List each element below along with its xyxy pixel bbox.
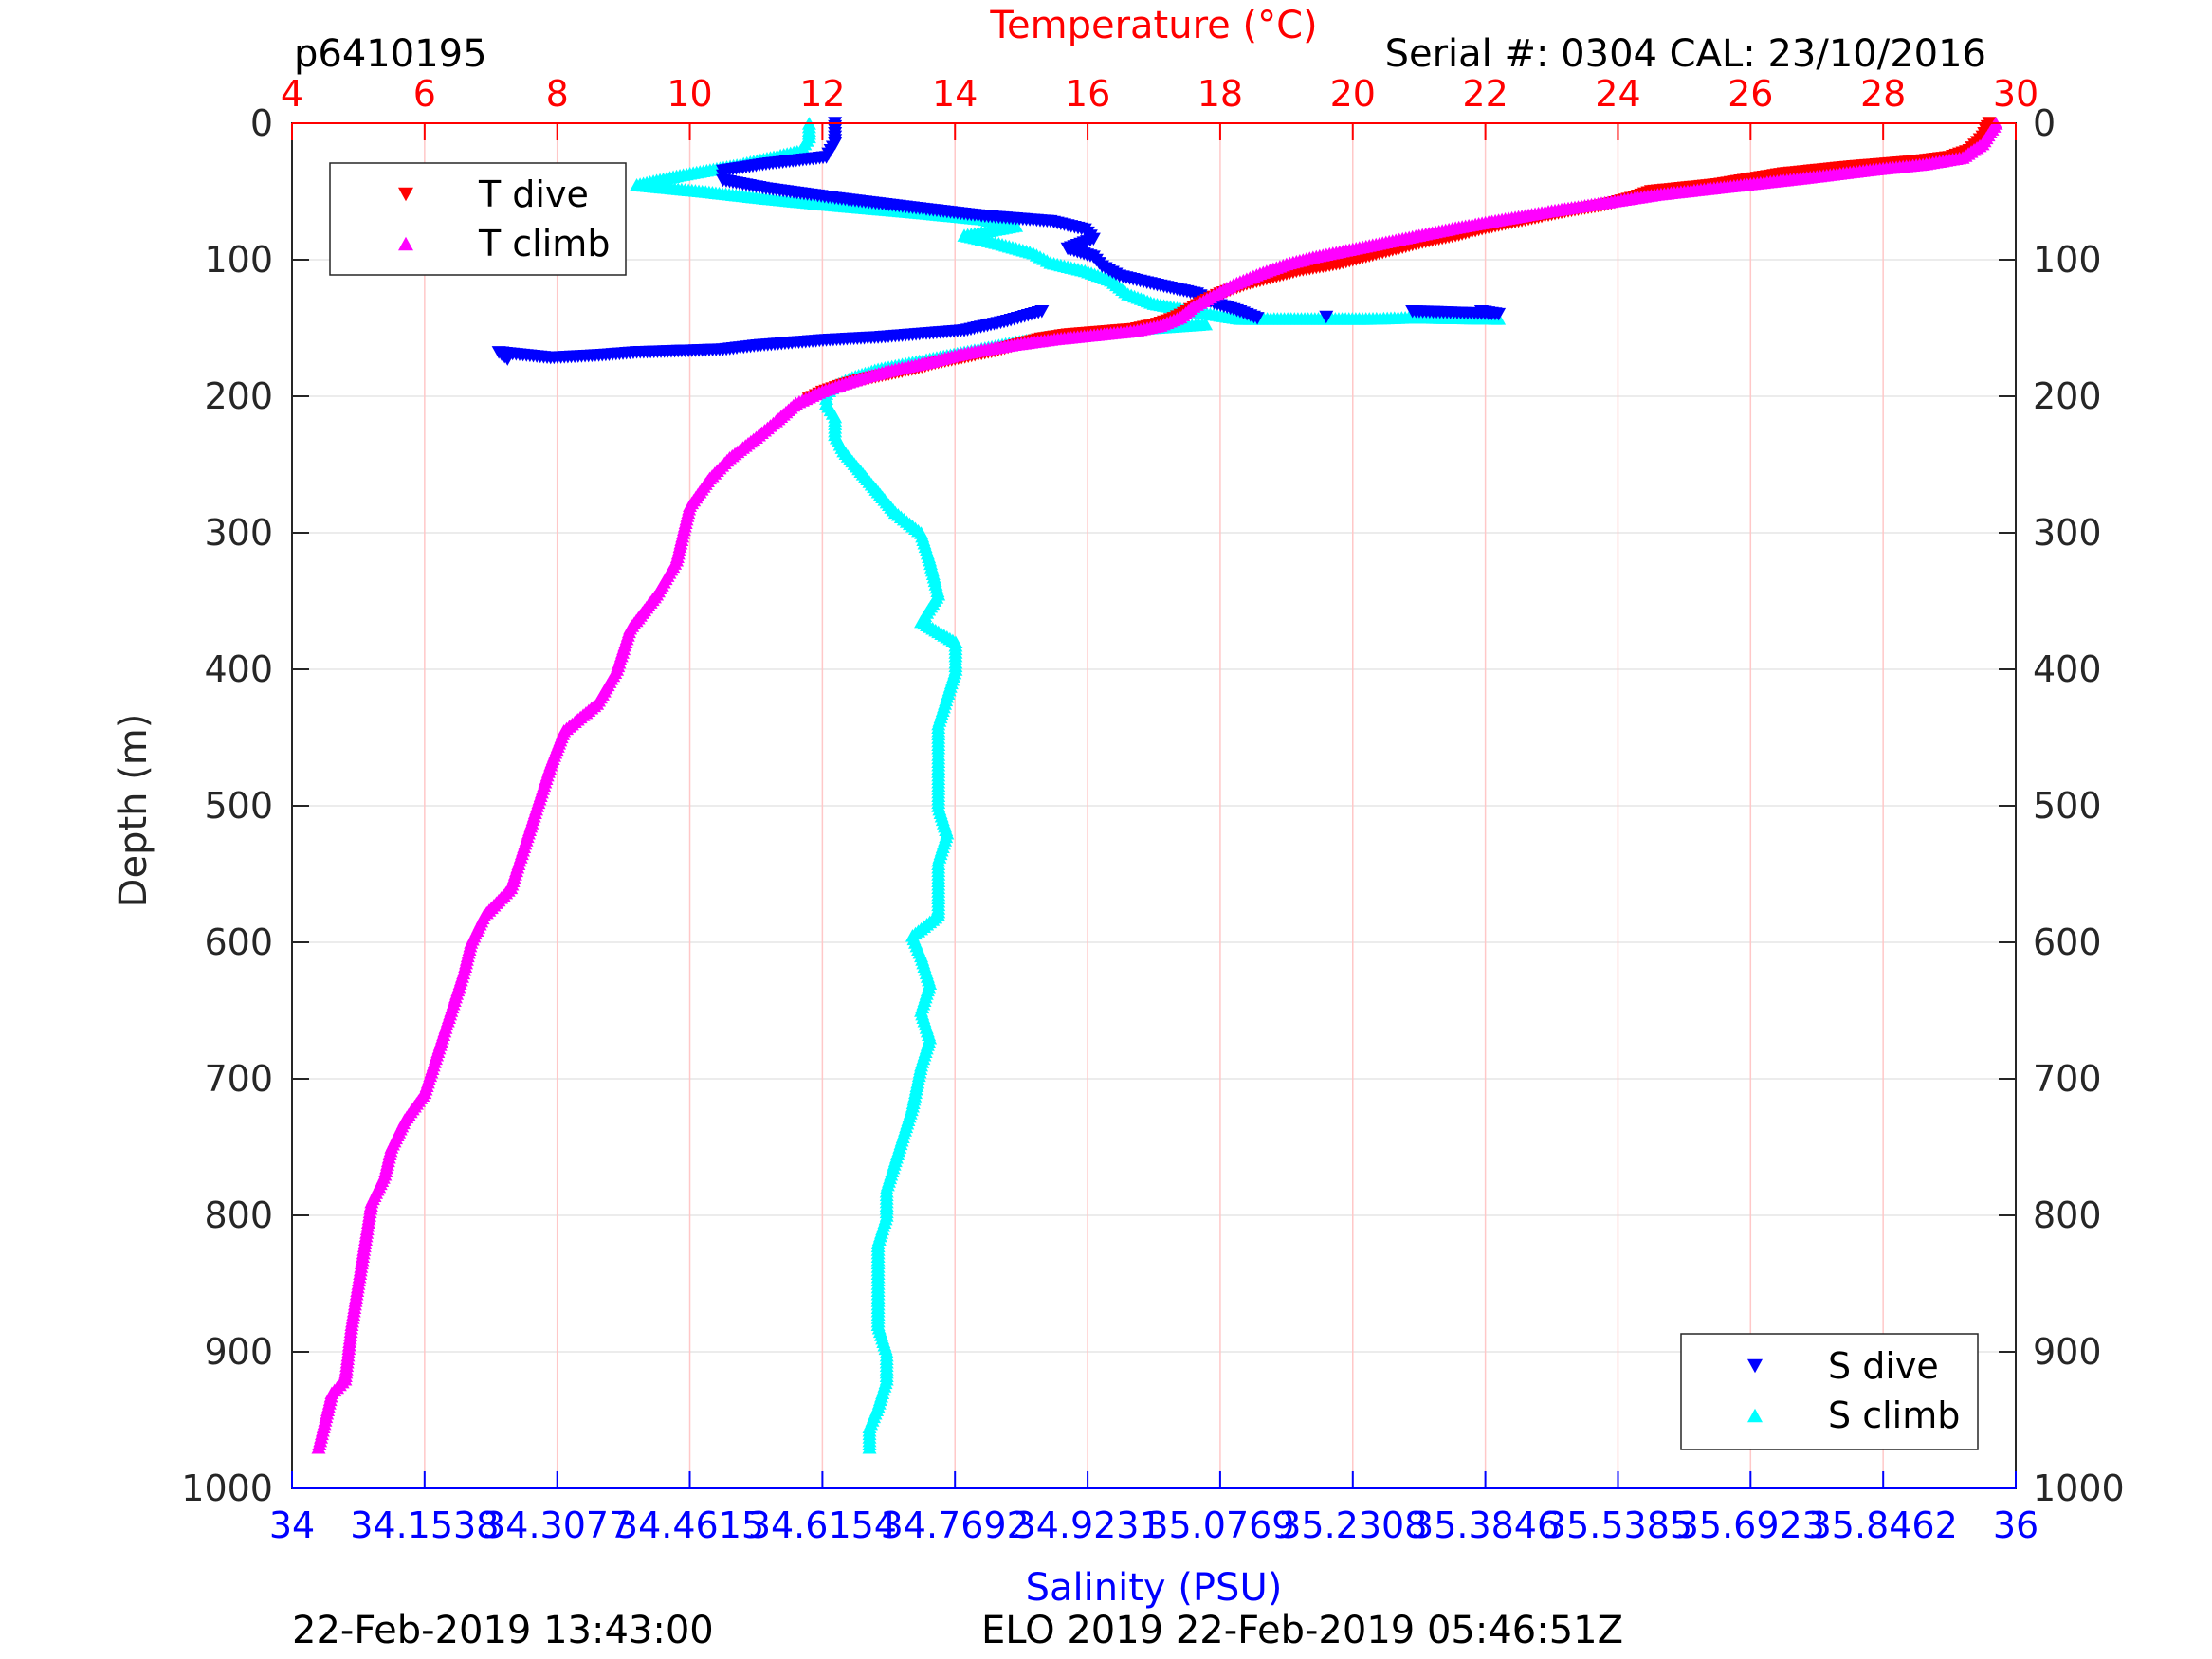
ticks-layer: 0 0 100 100 200 200 300 300 400 400 500 500 600 600 70… [181,73,2124,1546]
legend-s-climb-marker [1747,1408,1763,1423]
temperature-axis-title: Temperature (°C) [989,4,1317,47]
legend-s-dive-label: S dive [1828,1345,1939,1387]
temperature-tick-label: 24 [1595,73,1640,115]
glider-id-label: p6410195 [294,32,487,76]
temperature-tick-label: 18 [1197,73,1243,115]
point-s-dive [1250,312,1265,325]
salinity-tick-label: 34.6154 [748,1504,897,1546]
legend-s-dive-marker [1747,1358,1763,1374]
legend-temperature-box [329,162,627,276]
series-layer [311,117,2003,1454]
salinity-tick-label: 34.9231 [1014,1504,1162,1546]
series-s-dive [491,117,1507,366]
salinity-tick-label: 34.7692 [881,1504,1030,1546]
salinity-tick-label: 34.1538 [350,1504,499,1546]
temperature-tick-label: 20 [1330,73,1376,115]
salinity-tick-label: 35.8462 [1809,1504,1958,1546]
legend-s-climb-label: S climb [1828,1395,1960,1436]
salinity-tick-label: 36 [1993,1504,2038,1546]
salinity-tick-label: 34 [269,1504,315,1546]
depth-tick-label-left: 300 [204,512,273,554]
salinity-tick-label: 34.3077 [483,1504,631,1546]
depth-tick-label-left: 700 [204,1058,273,1100]
temperature-tick-label: 6 [413,73,436,115]
footer-mission-info: ELO 2019 22-Feb-2019 05:46:51Z [981,1609,1623,1652]
depth-tick-label-left: 800 [204,1194,273,1236]
depth-tick-label-left: 1000 [181,1468,273,1509]
point-t-climb [311,1441,326,1454]
point-s-dive [1319,310,1334,324]
depth-tick-label-right: 400 [2033,648,2102,690]
temperature-tick-label: 4 [281,73,303,115]
depth-tick-label-left: 200 [204,375,273,417]
salinity-tick-label: 34.4615 [615,1504,764,1546]
salinity-axis-title: Salinity (PSU) [1026,1566,1283,1610]
legend-salinity-box [1680,1333,1979,1450]
salinity-tick-label: 35.3846 [1411,1504,1560,1546]
depth-tick-label-left: 900 [204,1331,273,1373]
salinity-tick-label: 35.6923 [1676,1504,1825,1546]
legend-temperature: T dive T climb [329,162,627,276]
depth-tick-label-right: 600 [2033,921,2102,963]
temperature-tick-label: 12 [799,73,845,115]
legend-t-dive-marker [398,187,413,202]
depth-axis-title: Depth (m) [112,714,155,908]
depth-tick-label-right: 100 [2033,239,2102,281]
depth-tick-label-left: 500 [204,785,273,827]
depth-tick-label-right: 300 [2033,512,2102,554]
temperature-tick-label: 28 [1860,73,1906,115]
point-s-climb [862,1441,877,1454]
salinity-tick-label: 35.5385 [1544,1504,1692,1546]
depth-tick-label-right: 800 [2033,1194,2102,1236]
depth-tick-label-right: 900 [2033,1331,2102,1373]
depth-tick-label-right: 500 [2033,785,2102,827]
depth-tick-label-left: 400 [204,648,273,690]
salinity-tick-label: 35.2308 [1278,1504,1427,1546]
depth-tick-label-left: 100 [204,239,273,281]
footer-timestamp: 22-Feb-2019 13:43:00 [292,1609,714,1652]
serial-cal-label: Serial #: 0304 CAL: 23/10/2016 [1385,32,1986,76]
legend-t-climb-marker [398,236,413,251]
point-s-dive [500,353,515,366]
legend-salinity: S dive S climb [1680,1333,1979,1450]
legend-t-dive-label: T dive [478,173,589,215]
temperature-tick-label: 8 [546,73,569,115]
point-s-dive [1473,304,1489,319]
temperature-tick-label: 10 [667,73,712,115]
temperature-tick-label: 22 [1462,73,1508,115]
temperature-tick-label: 14 [932,73,978,115]
depth-tick-label-right: 700 [2033,1058,2102,1100]
salinity-tick-label: 35.0769 [1145,1504,1294,1546]
temperature-tick-label: 26 [1728,73,1773,115]
legend-t-climb-label: T climb [478,223,610,264]
depth-tick-label-left: 600 [204,921,273,963]
temperature-tick-label: 16 [1065,73,1110,115]
temperature-tick-label: 30 [1993,73,2038,115]
depth-tick-label-right: 1000 [2033,1468,2125,1509]
depth-tick-label-left: 0 [250,102,273,144]
series-t-climb [311,117,2003,1454]
depth-tick-label-right: 200 [2033,375,2102,417]
depth-tick-label-right: 0 [2033,102,2056,144]
